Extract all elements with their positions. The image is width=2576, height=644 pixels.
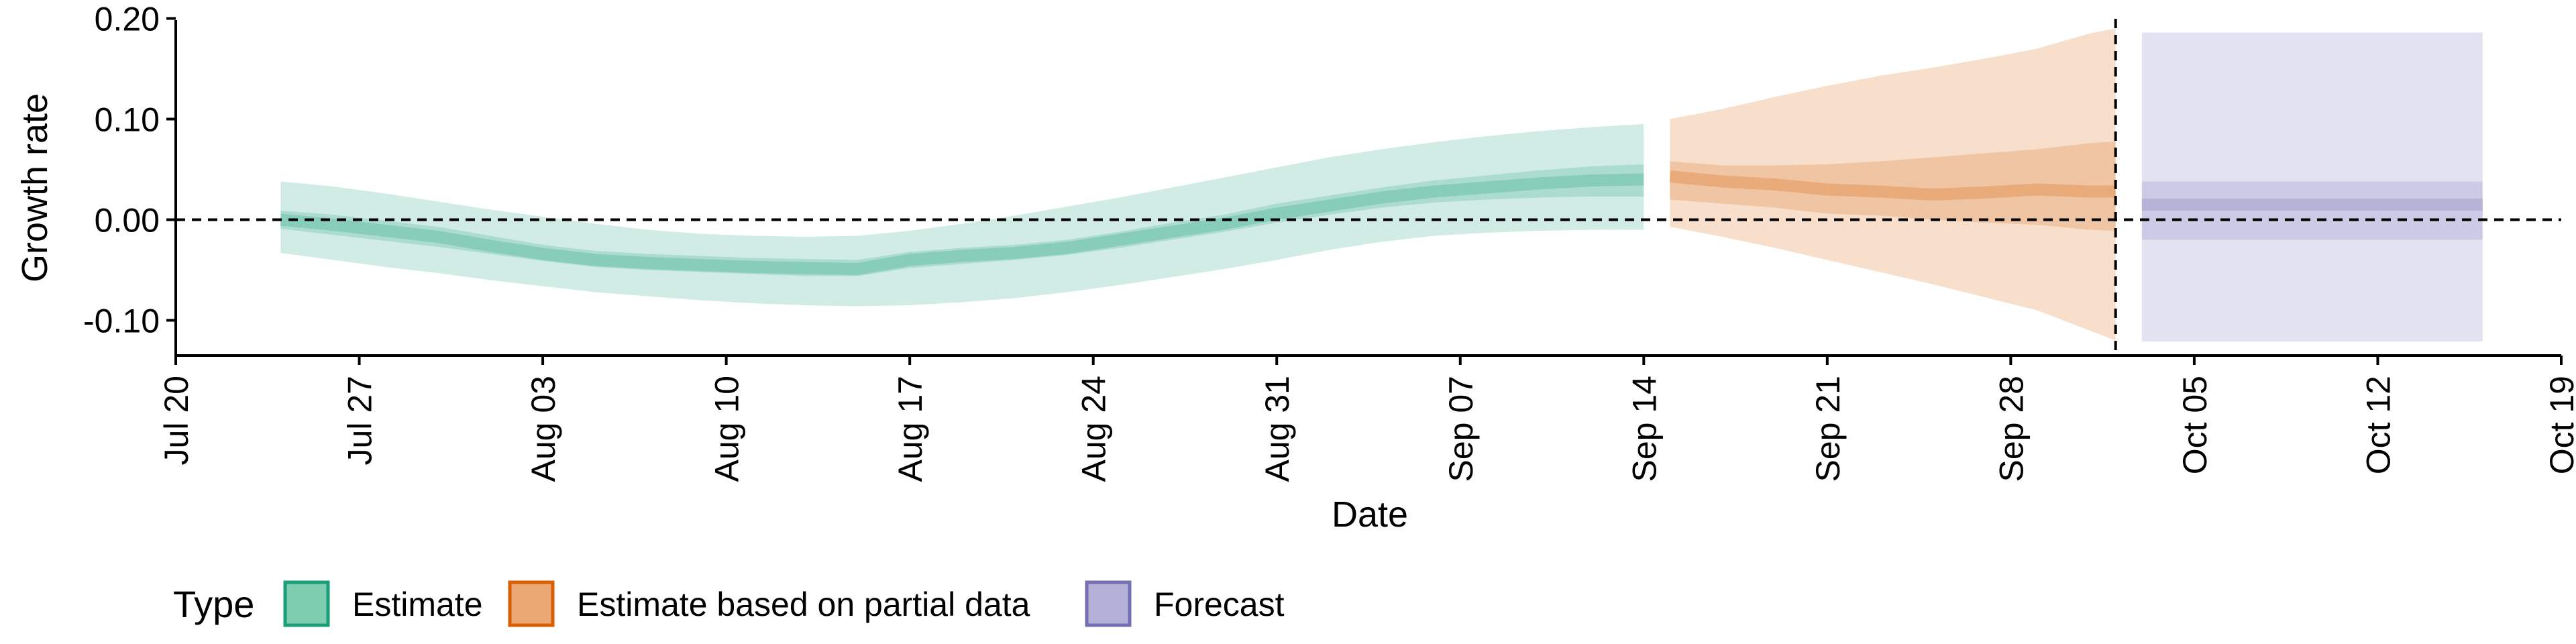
legend-label-1: Estimate based on partial data [577, 586, 1030, 623]
y-tick-label: 0.00 [95, 202, 160, 239]
series-2-band-90 [2141, 32, 2483, 341]
x-tick-label: Jul 20 [158, 376, 195, 465]
series-0-band-50 [280, 164, 1644, 276]
legend-label-2: Forecast [1154, 586, 1285, 623]
legend-key-0 [283, 580, 330, 627]
x-tick-label: Sep 21 [1809, 376, 1847, 482]
x-tick-label: Oct 19 [2543, 376, 2576, 474]
x-tick-label: Aug 10 [708, 376, 746, 482]
x-tick-label: Aug 31 [1258, 376, 1296, 482]
y-tick-label: -0.10 [83, 303, 160, 340]
x-tick-label: Aug 17 [892, 376, 929, 482]
plot-area [280, 28, 2483, 341]
series-1-band-90 [1670, 28, 2116, 341]
y-tick-label: 0.20 [95, 1, 160, 38]
series-0-median-line [280, 173, 1644, 275]
series-1-median-line [1669, 170, 2116, 201]
x-tick-label: Oct 12 [2360, 376, 2398, 474]
series-2-band-50 [2141, 181, 2483, 240]
x-axis-title: Date [1332, 494, 1408, 535]
axes: 0.20 0.10 0.00 -0.10 Jul 20 Jul 27 Aug 03 Aug 1… [83, 1, 2576, 482]
legend-key-2 [1085, 580, 1132, 627]
y-tick-label: 0.10 [95, 101, 160, 139]
x-tick-label: Aug 03 [525, 376, 562, 482]
x-tick-label: Aug 24 [1075, 376, 1113, 482]
y-axis-title: Growth rate [15, 93, 55, 282]
legend-key-1 [508, 580, 555, 627]
x-tick-label: Sep 28 [1992, 376, 2030, 482]
series-0-band-90 [280, 124, 1644, 307]
legend-title: Type [173, 583, 254, 625]
legend: Type Estimate Estimate based on partial d… [173, 580, 1285, 627]
reference-lines [176, 19, 2561, 356]
legend-label-0: Estimate [352, 586, 483, 623]
x-tick-label: Sep 14 [1625, 376, 1663, 482]
x-tick-label: Jul 27 [341, 376, 379, 465]
x-tick-label: Sep 07 [1442, 376, 1480, 482]
x-tick-label: Oct 05 [2176, 376, 2214, 474]
series-1-band-50 [1670, 141, 2116, 231]
